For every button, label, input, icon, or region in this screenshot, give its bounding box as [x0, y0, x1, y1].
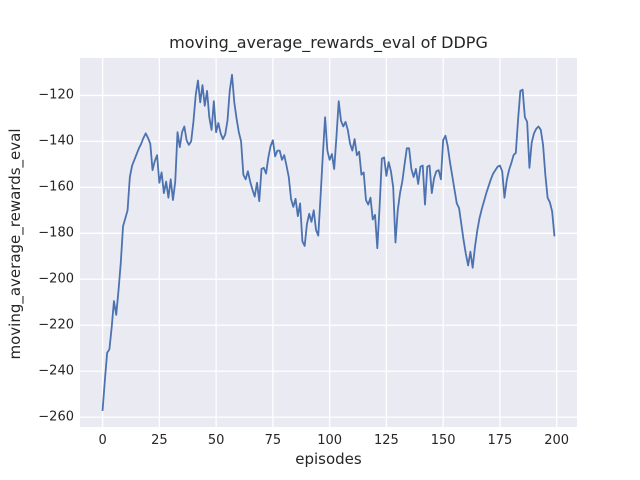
x-tick-label: 200 — [544, 433, 570, 448]
y-tick-label: −140 — [38, 133, 74, 149]
y-tick-label: −120 — [38, 87, 74, 103]
chart-title: moving_average_rewards_eval of DDPG — [169, 33, 488, 52]
x-axis-label: episodes — [295, 450, 362, 468]
y-tick-label: −240 — [38, 363, 74, 379]
y-tick-label: −180 — [38, 225, 74, 241]
y-tick-label: −160 — [38, 179, 74, 195]
x-tick-label: 125 — [373, 433, 399, 448]
x-tick-label: 25 — [151, 433, 168, 448]
x-tick-label: 75 — [264, 433, 282, 448]
y-tick-label: −220 — [38, 317, 74, 333]
y-tick-label: −260 — [38, 409, 74, 425]
x-tick-label: 150 — [430, 433, 456, 448]
x-tick-label: 175 — [487, 433, 513, 448]
plot-canvas — [80, 58, 577, 427]
series-moving_average_rewards_eval — [101, 73, 556, 412]
y-axis-label: moving_average_rewards_eval — [6, 128, 24, 360]
gridlines — [80, 58, 577, 427]
plot-area — [80, 58, 577, 427]
reward-line — [101, 73, 556, 412]
x-tick-label: 0 — [98, 433, 107, 448]
x-tick-label: 50 — [207, 433, 225, 448]
x-tick-label: 100 — [317, 433, 343, 448]
y-tick-label: −200 — [38, 271, 74, 287]
